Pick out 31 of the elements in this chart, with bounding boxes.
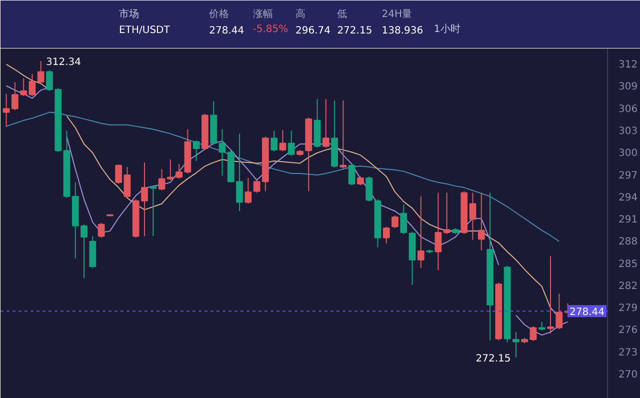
- y-tick-label: 306: [618, 104, 638, 115]
- y-tick-label: 273: [618, 347, 638, 358]
- text: 市场: [119, 8, 140, 20]
- y-tick-label: 288: [618, 236, 638, 248]
- annotation: 312.34: [46, 57, 82, 68]
- text: 高: [295, 8, 306, 20]
- text: 1小时: [434, 23, 460, 35]
- y-tick-label: 303: [618, 126, 638, 138]
- text: 24H量: [382, 9, 412, 20]
- text: 低: [337, 9, 348, 20]
- y-tick-label: 300: [618, 148, 638, 160]
- y-tick-label: 312: [618, 60, 638, 71]
- text: 296.74: [295, 26, 330, 36]
- text: 278.44: [209, 26, 244, 36]
- text: 价格: [208, 8, 230, 20]
- ref-line-label: 278.44: [570, 307, 605, 318]
- y-tick-label: 276: [618, 325, 638, 336]
- text: 272.15: [337, 26, 372, 36]
- y-tick-label: 309: [618, 82, 638, 93]
- text: ETH/USDT: [119, 25, 171, 36]
- text: -5.85%: [252, 24, 288, 35]
- y-tick-label: 270: [618, 369, 638, 380]
- text: 138.936: [382, 26, 424, 36]
- y-tick-label: 297: [618, 170, 638, 182]
- y-tick-label: 294: [618, 192, 638, 204]
- y-tick-label: 282: [618, 280, 638, 292]
- y-tick-label: 279: [618, 303, 638, 314]
- annotation: 272.15: [476, 354, 511, 365]
- text: 涨幅: [252, 8, 273, 20]
- y-tick-label: 291: [618, 214, 638, 226]
- y-tick-label: 285: [618, 258, 638, 270]
